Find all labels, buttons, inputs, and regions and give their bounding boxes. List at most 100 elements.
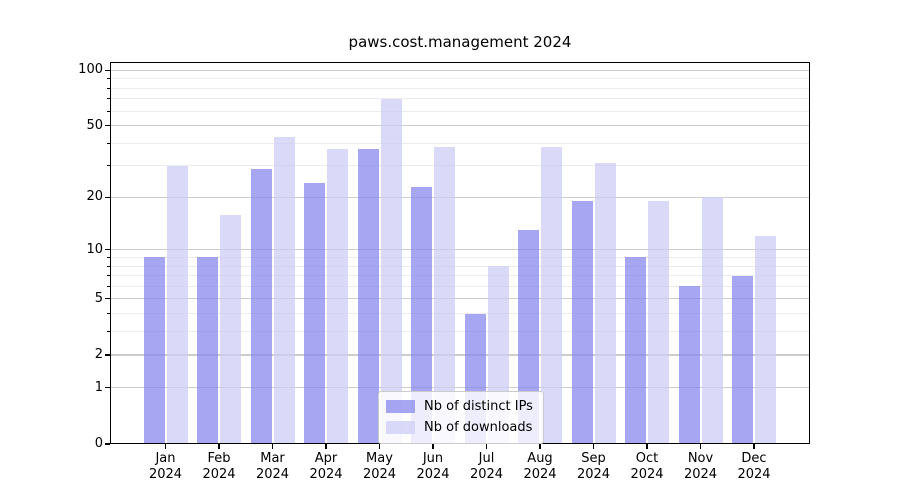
bar-distinct-ips-may bbox=[357, 149, 379, 444]
bar-distinct-ips-apr bbox=[304, 183, 325, 444]
x-tickmark-may bbox=[378, 444, 381, 449]
bar-downloads-nov bbox=[701, 197, 723, 444]
x-tick-year: 2024 bbox=[523, 466, 557, 482]
y-minor-tickmark-7 bbox=[107, 275, 110, 277]
x-tickmark-sep bbox=[592, 444, 595, 449]
x-tick-year: 2024 bbox=[630, 466, 664, 482]
plot-area bbox=[110, 62, 810, 444]
major-gridline-20 bbox=[110, 196, 810, 198]
y-minor-tickmark-4 bbox=[107, 313, 110, 315]
y-tick-label-20: 20 bbox=[86, 189, 103, 205]
x-tick-year: 2024 bbox=[202, 466, 236, 482]
minor-gridline-30 bbox=[110, 165, 810, 167]
x-tick-year: 2024 bbox=[737, 466, 771, 482]
y-tick-label-50: 50 bbox=[86, 117, 103, 133]
bar-downloads-jan bbox=[166, 165, 188, 444]
x-tick-label-jun: Jun 2024 bbox=[402, 451, 464, 482]
x-tick-month: Aug bbox=[527, 451, 553, 466]
x-tickmark-dec bbox=[753, 444, 755, 449]
y-minor-tickmark-9 bbox=[107, 256, 110, 258]
x-tick-month: Jun bbox=[422, 451, 444, 466]
major-gridline-100 bbox=[110, 69, 810, 71]
bar-downloads-feb bbox=[220, 214, 241, 444]
bar-downloads-apr bbox=[327, 149, 348, 444]
legend-label-distinct-ips: Nb of distinct IPs bbox=[424, 399, 533, 414]
x-tick-label-nov: Nov 2024 bbox=[670, 451, 732, 482]
legend-item-distinct-ips: Nb of distinct IPs bbox=[386, 396, 533, 417]
bar-downloads-aug bbox=[541, 147, 562, 444]
y-tick-label-100: 100 bbox=[78, 62, 103, 78]
x-tickmark-nov bbox=[699, 444, 702, 449]
x-tick-month: Mar bbox=[260, 451, 285, 466]
x-tick-month: Jul bbox=[478, 451, 495, 466]
bar-distinct-ips-mar bbox=[250, 168, 272, 444]
x-tick-year: 2024 bbox=[416, 466, 450, 482]
x-tick-month: May bbox=[366, 451, 393, 466]
minor-gridline-4 bbox=[110, 313, 810, 315]
x-tick-month: Sep bbox=[581, 451, 606, 466]
y-tickmark-50 bbox=[104, 124, 110, 127]
bar-distinct-ips-oct bbox=[625, 257, 646, 444]
y-tick-label-10: 10 bbox=[86, 241, 103, 257]
bar-distinct-ips-sep bbox=[571, 201, 593, 444]
minor-gridline-70 bbox=[110, 98, 810, 100]
bar-distinct-ips-nov bbox=[678, 286, 700, 444]
legend-label-downloads: Nb of downloads bbox=[424, 420, 533, 435]
x-tickmark-mar bbox=[271, 444, 274, 449]
x-tick-label-mar: Mar 2024 bbox=[242, 451, 304, 482]
legend-swatch-distinct-ips bbox=[386, 400, 415, 413]
bar-downloads-may bbox=[380, 98, 402, 444]
x-tick-label-apr: Apr 2024 bbox=[295, 451, 357, 482]
bar-downloads-sep bbox=[594, 163, 616, 444]
x-tick-month: Apr bbox=[314, 451, 338, 466]
x-tick-label-sep: Sep 2024 bbox=[563, 451, 625, 482]
minor-gridline-60 bbox=[110, 110, 810, 112]
y-tickmark-0 bbox=[104, 443, 110, 445]
x-tick-year: 2024 bbox=[469, 466, 504, 482]
x-tickmark-feb bbox=[218, 444, 220, 449]
x-tick-label-aug: Aug 2024 bbox=[509, 451, 571, 482]
x-tick-month: Nov bbox=[687, 451, 714, 466]
x-tick-label-jan: Jan 2024 bbox=[135, 451, 197, 482]
y-minor-tickmark-60 bbox=[107, 110, 110, 112]
major-gridline-10 bbox=[110, 249, 810, 251]
x-tick-month: Jan bbox=[155, 451, 176, 466]
bar-downloads-oct bbox=[648, 201, 669, 444]
major-gridline-5 bbox=[110, 298, 810, 300]
y-tickmark-20 bbox=[104, 196, 110, 198]
y-tickmark-1 bbox=[104, 387, 110, 389]
y-tick-label-2: 2 bbox=[94, 347, 103, 362]
y-minor-tickmark-70 bbox=[107, 98, 110, 100]
x-tick-year: 2024 bbox=[309, 466, 343, 482]
y-minor-tickmark-3 bbox=[107, 331, 110, 333]
x-tickmark-apr bbox=[325, 444, 327, 449]
legend-item-downloads: Nb of downloads bbox=[386, 417, 533, 438]
x-tickmark-jun bbox=[432, 444, 434, 449]
minor-gridline-6 bbox=[110, 285, 810, 287]
x-tick-label-oct: Oct 2024 bbox=[616, 451, 678, 482]
y-tick-label-0: 0 bbox=[94, 436, 103, 451]
minor-gridline-40 bbox=[110, 142, 810, 144]
major-gridline-50 bbox=[110, 124, 810, 127]
minor-gridline-8 bbox=[110, 265, 810, 267]
x-tick-year: 2024 bbox=[148, 466, 183, 482]
x-tick-label-dec: Dec 2024 bbox=[723, 451, 785, 482]
bar-distinct-ips-jun bbox=[411, 186, 432, 444]
x-tick-year: 2024 bbox=[255, 466, 290, 482]
minor-gridline-7 bbox=[110, 275, 810, 277]
bar-distinct-ips-feb bbox=[197, 257, 218, 444]
x-tick-month: Feb bbox=[207, 451, 231, 466]
x-tick-label-jul: Jul 2024 bbox=[456, 451, 518, 482]
minor-gridline-80 bbox=[110, 87, 810, 89]
x-tickmark-aug bbox=[539, 444, 541, 449]
bar-distinct-ips-jan bbox=[143, 257, 165, 444]
y-minor-tickmark-6 bbox=[107, 285, 110, 287]
x-tick-year: 2024 bbox=[576, 466, 611, 482]
y-minor-tickmark-80 bbox=[107, 87, 110, 89]
legend-swatch-downloads bbox=[386, 421, 415, 434]
x-tickmark-jan bbox=[164, 444, 167, 449]
y-tickmark-100 bbox=[104, 69, 110, 71]
x-tickmark-jul bbox=[485, 444, 488, 449]
y-minor-tickmark-8 bbox=[107, 265, 110, 267]
y-tick-label-1: 1 bbox=[94, 379, 103, 395]
